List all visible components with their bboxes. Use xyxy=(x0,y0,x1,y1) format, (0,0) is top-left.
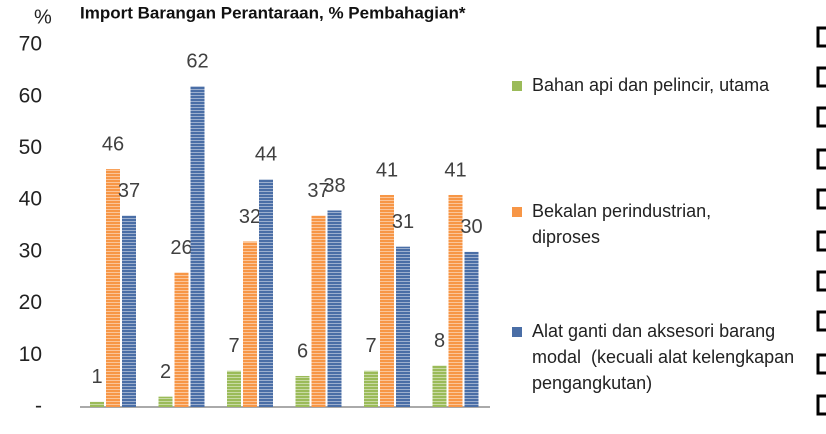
data-label: 8 xyxy=(434,330,445,352)
y-tick-label: 50 xyxy=(19,136,42,159)
legend-item: Bekalan perindustrian, diproses xyxy=(512,198,762,250)
bar xyxy=(90,401,104,407)
bar xyxy=(174,272,189,407)
data-label: 26 xyxy=(170,237,192,259)
data-label: 32 xyxy=(239,206,261,228)
chart-title: Import Barangan Perantaraan, % Pembahagi… xyxy=(80,3,466,22)
data-label: 30 xyxy=(460,216,482,238)
data-label: 38 xyxy=(323,175,345,197)
edge-boxes xyxy=(816,26,826,416)
data-label: 44 xyxy=(255,144,277,166)
bar xyxy=(295,375,310,407)
legend-item: Bahan api dan pelincir, utama xyxy=(512,72,772,98)
y-axis-label: % xyxy=(34,6,52,28)
legend-label: Bahan api dan pelincir, utama xyxy=(532,75,770,95)
data-label: 62 xyxy=(186,51,208,73)
data-label: 6 xyxy=(297,340,308,362)
y-tick-label: - xyxy=(35,395,42,418)
bar xyxy=(364,370,378,407)
bar xyxy=(311,215,326,407)
data-label: 41 xyxy=(444,159,466,181)
bar xyxy=(464,251,479,407)
legend-swatch xyxy=(512,327,522,337)
y-tick-label: 20 xyxy=(19,291,42,314)
legend-item: Alat ganti dan aksesori barang modal (ke… xyxy=(512,318,812,396)
bar xyxy=(448,194,463,407)
bar xyxy=(243,241,257,407)
bar xyxy=(158,396,173,407)
legend-swatch xyxy=(512,81,522,91)
data-label: 1 xyxy=(91,366,102,388)
bar xyxy=(432,365,447,407)
bar xyxy=(396,246,410,407)
data-label: 41 xyxy=(376,159,398,181)
data-label: 7 xyxy=(228,335,239,357)
bar xyxy=(227,370,241,407)
y-tick-label: 30 xyxy=(19,239,42,262)
bar xyxy=(122,215,136,407)
bar xyxy=(327,210,342,407)
data-label: 46 xyxy=(102,133,124,155)
y-tick-label: 40 xyxy=(19,188,42,211)
bar xyxy=(190,86,205,407)
y-tick-label: 70 xyxy=(19,33,42,56)
bar xyxy=(106,169,120,407)
legend-swatch xyxy=(512,207,522,217)
bar xyxy=(380,194,394,407)
data-label: 7 xyxy=(365,335,376,357)
bar xyxy=(259,179,273,407)
data-label: 31 xyxy=(392,211,414,233)
y-tick-label: 60 xyxy=(19,84,42,107)
legend-label: Alat ganti dan aksesori barang modal (ke… xyxy=(532,321,800,393)
y-tick-label: 10 xyxy=(19,343,42,366)
data-label: 2 xyxy=(160,361,171,383)
data-label: 37 xyxy=(118,180,140,202)
data-label: 37 xyxy=(307,180,329,202)
legend-label: Bekalan perindustrian, diproses xyxy=(532,201,717,247)
